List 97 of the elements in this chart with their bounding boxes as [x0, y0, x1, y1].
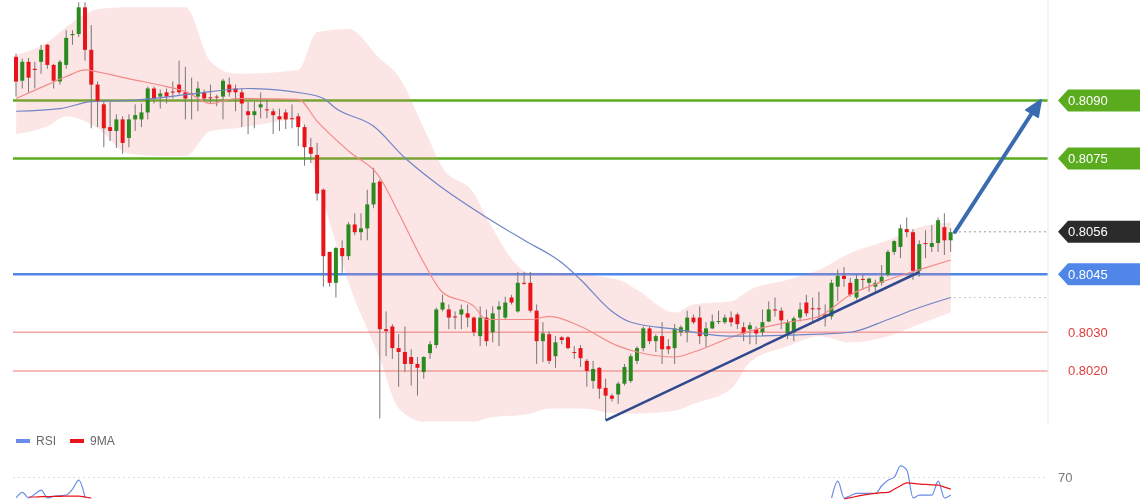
candlestick — [446, 303, 451, 330]
candlestick — [804, 294, 809, 317]
candlestick — [51, 63, 56, 89]
y-tick-label: 0.8020 — [1068, 363, 1108, 379]
candlestick — [415, 356, 420, 397]
candlestick — [465, 303, 470, 328]
candlestick — [120, 115, 125, 155]
candlestick — [848, 277, 853, 298]
candlestick — [277, 108, 282, 132]
candlestick — [484, 308, 489, 347]
legend-label: RSI — [36, 434, 57, 448]
candlestick — [929, 224, 934, 253]
candlestick — [522, 271, 527, 286]
candlestick — [835, 269, 840, 302]
candlestick — [810, 297, 815, 323]
candlestick — [942, 212, 947, 256]
candlestick — [773, 297, 777, 317]
candlestick — [779, 307, 784, 330]
candlestick — [252, 101, 257, 129]
candlestick — [133, 103, 138, 132]
y-tick-label: 0.8075 — [1068, 150, 1108, 166]
candlestick — [359, 212, 363, 241]
candlestick — [246, 101, 251, 135]
candlestick — [296, 112, 301, 147]
candlestick — [672, 323, 677, 365]
candlestick — [540, 321, 545, 363]
candlestick — [553, 335, 558, 369]
candlestick — [271, 108, 276, 135]
candlestick — [936, 217, 941, 253]
candlestick — [45, 43, 50, 70]
candlestick — [923, 229, 928, 259]
y-tick-label: 0.8056 — [1068, 224, 1108, 240]
candlestick — [283, 108, 288, 130]
candlestick — [867, 277, 872, 293]
candlestick — [26, 57, 31, 93]
candlestick — [352, 212, 357, 236]
candlestick — [898, 223, 903, 259]
candlestick — [478, 305, 483, 347]
candlestick — [885, 249, 890, 278]
candlestick — [497, 300, 501, 347]
candlestick — [490, 305, 495, 343]
candlestick — [622, 363, 627, 387]
candlestick — [20, 58, 25, 89]
candlestick — [101, 99, 106, 148]
y-tick-label: 0.8090 — [1068, 93, 1108, 108]
candlestick — [145, 86, 150, 120]
candlestick — [409, 348, 414, 387]
candlestick — [258, 91, 263, 119]
candlestick — [239, 87, 244, 128]
candlestick — [591, 360, 596, 390]
candlestick — [384, 310, 389, 357]
candlestick — [108, 101, 113, 142]
candlestick — [402, 325, 407, 373]
candlestick — [471, 315, 476, 337]
candlestick — [572, 345, 577, 360]
candlestick — [584, 358, 589, 388]
candlestick — [139, 103, 144, 128]
candlestick — [114, 113, 119, 149]
candlestick — [158, 89, 163, 110]
candlestick — [208, 84, 213, 105]
candlestick — [302, 123, 307, 167]
candlestick — [221, 78, 225, 120]
candlestick — [308, 137, 313, 164]
candlestick — [453, 310, 458, 330]
candlestick — [616, 381, 621, 405]
candlestick — [798, 302, 803, 322]
candlestick — [396, 333, 401, 388]
candlestick — [459, 303, 464, 330]
legend-label: 9MA — [90, 434, 115, 448]
candlestick — [371, 167, 376, 209]
candlestick — [842, 266, 846, 288]
candlestick — [428, 340, 432, 360]
candlestick — [904, 217, 909, 238]
candlestick — [340, 239, 345, 274]
candlestick — [854, 274, 859, 300]
candlestick — [660, 321, 665, 365]
candlestick — [290, 103, 294, 129]
candlestick — [503, 296, 508, 321]
candlestick — [603, 378, 608, 421]
candlestick — [766, 300, 771, 323]
y-tick-label: 0.8030 — [1068, 324, 1108, 340]
candlestick — [421, 355, 426, 380]
y-tick-label: 0.8045 — [1068, 266, 1108, 282]
candlestick — [390, 323, 395, 360]
text: 70 — [1058, 468, 1073, 487]
candlestick — [747, 321, 752, 345]
candlestick — [57, 59, 62, 86]
candlestick — [126, 113, 131, 148]
candlestick — [597, 366, 602, 400]
candlestick — [609, 393, 614, 402]
candlestick — [264, 98, 269, 119]
candlestick — [39, 44, 44, 75]
candlestick — [641, 325, 646, 352]
candlestick — [365, 189, 370, 241]
candlestick — [95, 81, 100, 128]
candlestick — [948, 227, 953, 253]
candlestick — [578, 344, 583, 368]
